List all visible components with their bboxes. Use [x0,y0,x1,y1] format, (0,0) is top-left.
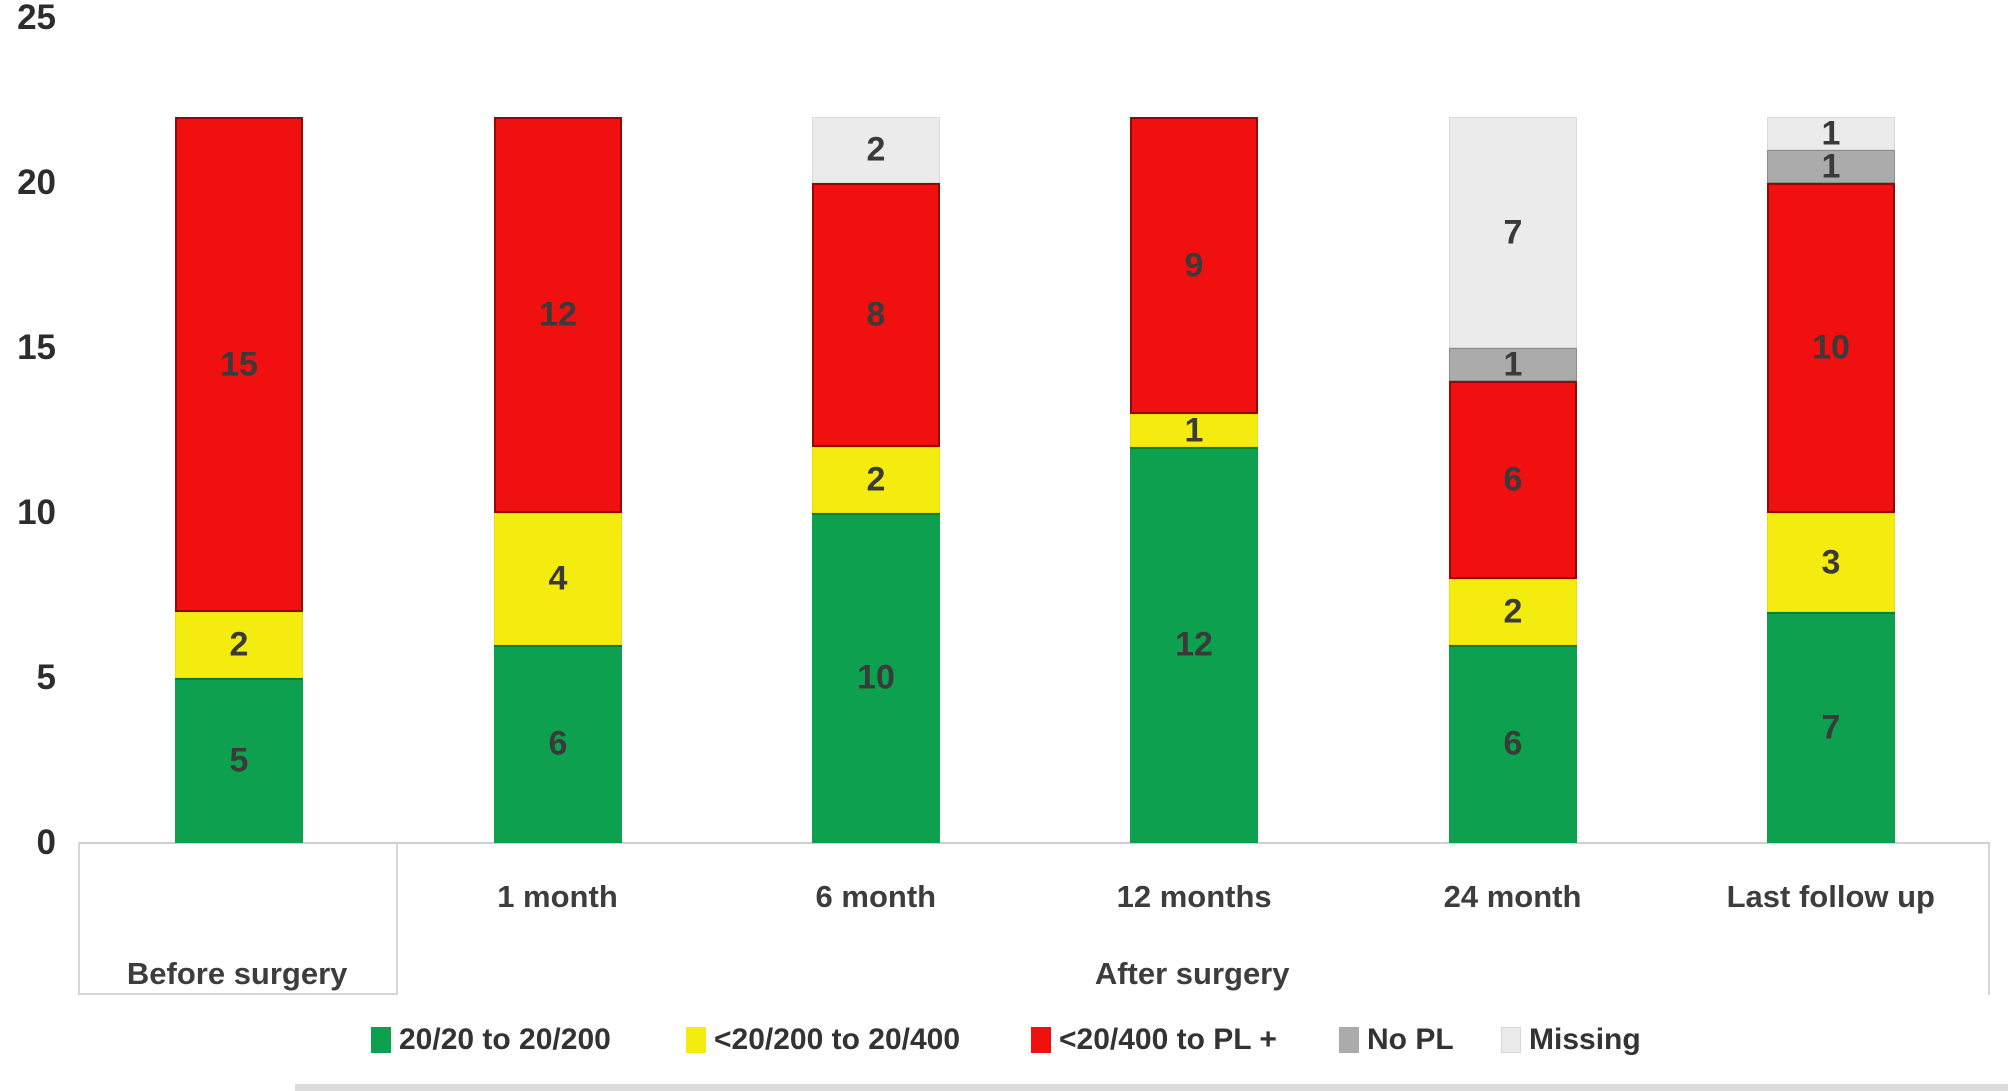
legend-item: 20/20 to 20/200 [371,1022,611,1058]
y-axis-tick-label: 10 [17,493,56,532]
data-label: 1 [1821,114,1841,152]
bar-segment: 1 [1130,411,1258,449]
data-label: 4 [548,559,568,598]
legend-label: <20/400 to PL + [1059,1023,1277,1056]
bar-segment: 1 [1767,147,1895,185]
bar-segment: 5 [175,678,303,843]
data-label: 12 [539,295,577,334]
bar-segment: 6 [494,645,622,843]
data-label: 2 [1503,592,1523,631]
y-axis-tick-label: 20 [17,163,56,202]
legend-label: No PL [1367,1023,1454,1056]
bar-segment: 2 [175,612,303,678]
bar-segment: 15 [175,117,303,612]
legend-swatch [1501,1027,1521,1053]
data-label: 7 [1503,213,1523,251]
legend-swatch [686,1027,706,1053]
bar-segment: 6 [1449,645,1577,843]
y-axis-tick-label: 25 [17,0,56,37]
data-label: 3 [1821,543,1841,581]
category-label: 12 months [1116,879,1272,914]
data-label: 2 [866,130,886,169]
legend-label: 20/20 to 20/200 [399,1023,611,1056]
legend-label: <20/200 to 20/400 [714,1023,961,1056]
category-label: Last follow up [1726,879,1935,914]
data-label: 6 [1503,724,1523,763]
group-separator [1988,843,1990,995]
bar-segment: 9 [1130,117,1258,414]
bottom-edge-strip [295,1084,2008,1091]
bar-segment: 2 [812,447,940,513]
group-label: Before surgery [126,956,348,991]
legend-swatch [1031,1027,1051,1053]
data-label: 6 [1503,460,1523,499]
data-label: 2 [229,625,249,664]
data-label: 7 [1821,708,1841,746]
data-label: 10 [1812,328,1850,367]
data-label: 5 [229,741,249,779]
category-label: 6 month [815,879,937,914]
legend-swatch [1339,1027,1359,1053]
data-label: 1 [1503,345,1523,383]
data-label: 9 [1184,246,1204,284]
category-label: 1 month [497,879,618,914]
legend-swatch [371,1027,391,1053]
legend-item: No PL [1339,1022,1454,1058]
bar-segment: 4 [494,513,622,645]
legend-item: <20/200 to 20/400 [686,1022,960,1058]
y-axis-tick-label: 0 [36,823,56,862]
bar-segment: 3 [1767,513,1895,612]
bar-segment: 6 [1449,381,1577,579]
bar-segment: 1 [1449,345,1577,383]
group-label: After surgery [1094,956,1290,991]
data-label: 2 [866,460,886,499]
bar-segment: 2 [812,117,940,183]
bar-segment: 12 [1130,447,1258,843]
bar-segment: 10 [1767,183,1895,513]
data-label: 1 [1184,411,1204,449]
legend-item: <20/400 to PL + [1031,1022,1277,1058]
data-label: 8 [866,295,886,334]
data-label: 6 [548,724,568,763]
group-separator [78,843,80,995]
group-box-bottom-line [78,993,398,995]
y-axis-tick-label: 15 [17,328,56,367]
x-axis-line [78,842,1990,844]
data-label: 12 [1175,625,1213,664]
bar-segment: 7 [1767,612,1895,843]
bar-segment: 2 [1449,579,1577,645]
category-label: 24 month [1443,879,1582,914]
data-label: 1 [1821,147,1841,185]
group-separator [396,843,398,995]
bar-segment: 12 [494,117,622,513]
bar-segment: 10 [812,513,940,843]
data-label: 10 [857,658,895,697]
data-label: 15 [220,345,258,383]
legend-item: Missing [1501,1022,1641,1058]
y-axis-tick-label: 5 [36,658,56,697]
bar-segment: 1 [1767,114,1895,152]
bar-segment: 8 [812,183,940,447]
legend-label: Missing [1529,1023,1641,1056]
bar-segment: 7 [1449,117,1577,348]
